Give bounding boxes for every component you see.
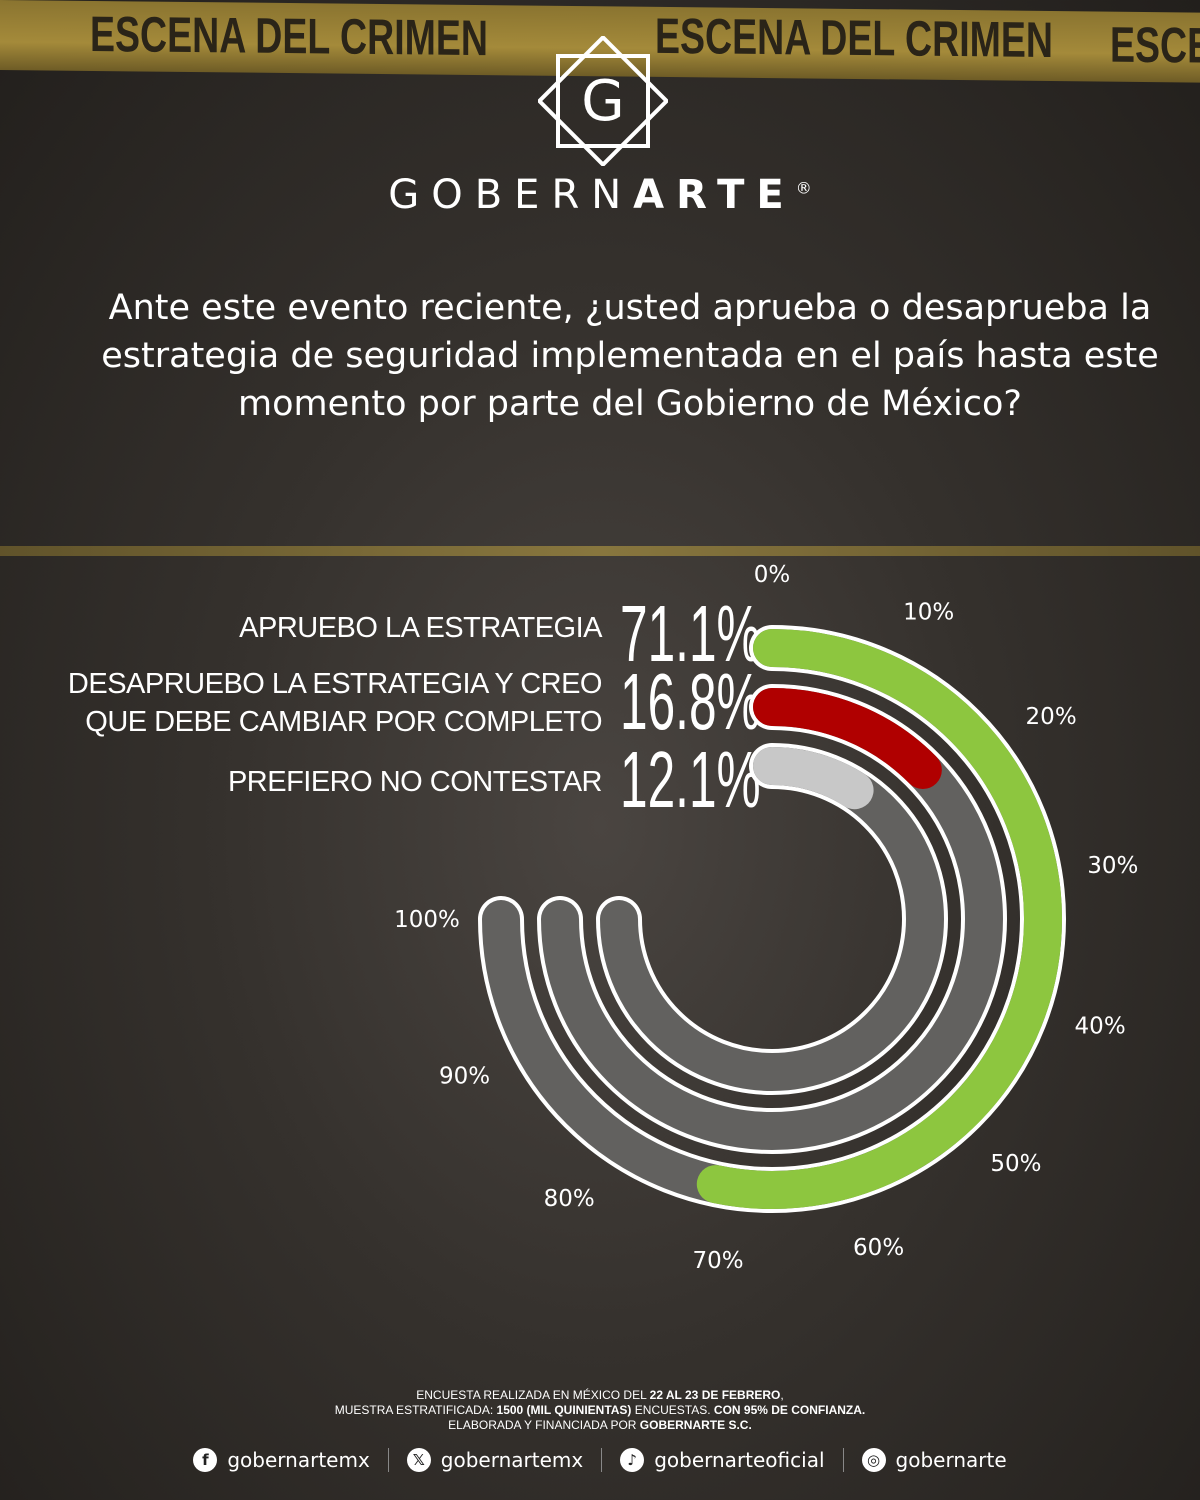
svg-text:G: G bbox=[581, 69, 624, 134]
category-label: DESAPRUEBO LA ESTRATEGIA Y CREO bbox=[67, 668, 603, 700]
survey-methodology: ENCUESTA REALIZADA EN MÉXICO DEL 22 AL 2… bbox=[334, 1388, 866, 1432]
bar-1 bbox=[696, 629, 1062, 1209]
social-facebook[interactable]: f gobernartemx bbox=[193, 1448, 370, 1472]
tick-label: 70% bbox=[692, 1248, 743, 1274]
instagram-icon: ◎ bbox=[861, 1448, 886, 1472]
social-instagram[interactable]: ◎ gobernarte bbox=[861, 1448, 1007, 1472]
tick-label: 40% bbox=[1075, 1014, 1126, 1040]
category-label: PREFIERO NO CONTESTAR bbox=[227, 766, 603, 798]
survey-question: Ante este evento reciente, ¿usted aprueb… bbox=[101, 288, 1159, 424]
x-icon: 𝕏 bbox=[406, 1448, 431, 1472]
bar-2 bbox=[753, 688, 942, 790]
tick-label: 30% bbox=[1087, 853, 1138, 879]
tick-label: 10% bbox=[903, 600, 954, 626]
facebook-icon: f bbox=[193, 1448, 218, 1472]
divider bbox=[842, 1448, 844, 1472]
tick-label: 0% bbox=[754, 562, 791, 588]
ring-track bbox=[600, 747, 944, 1091]
gobernarte-logo: G bbox=[538, 36, 668, 166]
tick-label: 80% bbox=[544, 1186, 595, 1212]
tape-stripe bbox=[0, 546, 1200, 556]
tick-label: 50% bbox=[990, 1151, 1041, 1177]
tiktok-icon: ♪ bbox=[620, 1448, 645, 1472]
social-tiktok[interactable]: ♪ gobernarteoficial bbox=[620, 1448, 825, 1472]
value-label: 12.1% bbox=[620, 735, 761, 824]
tick-label: 100% bbox=[394, 907, 460, 933]
divider bbox=[387, 1448, 389, 1472]
value-label: 16.8% bbox=[620, 657, 761, 746]
tick-label: 20% bbox=[1026, 704, 1077, 730]
brand-name: GOBERNARTE® bbox=[388, 172, 812, 218]
value-label: 71.1% bbox=[620, 589, 761, 678]
tick-label: 60% bbox=[853, 1235, 904, 1261]
divider bbox=[601, 1448, 603, 1472]
category-label: APRUEBO LA ESTRATEGIA bbox=[239, 612, 602, 644]
tick-label: 90% bbox=[439, 1064, 490, 1090]
bar-3 bbox=[753, 747, 874, 810]
category-label: QUE DEBE CAMBIAR POR COMPLETO bbox=[85, 706, 602, 738]
